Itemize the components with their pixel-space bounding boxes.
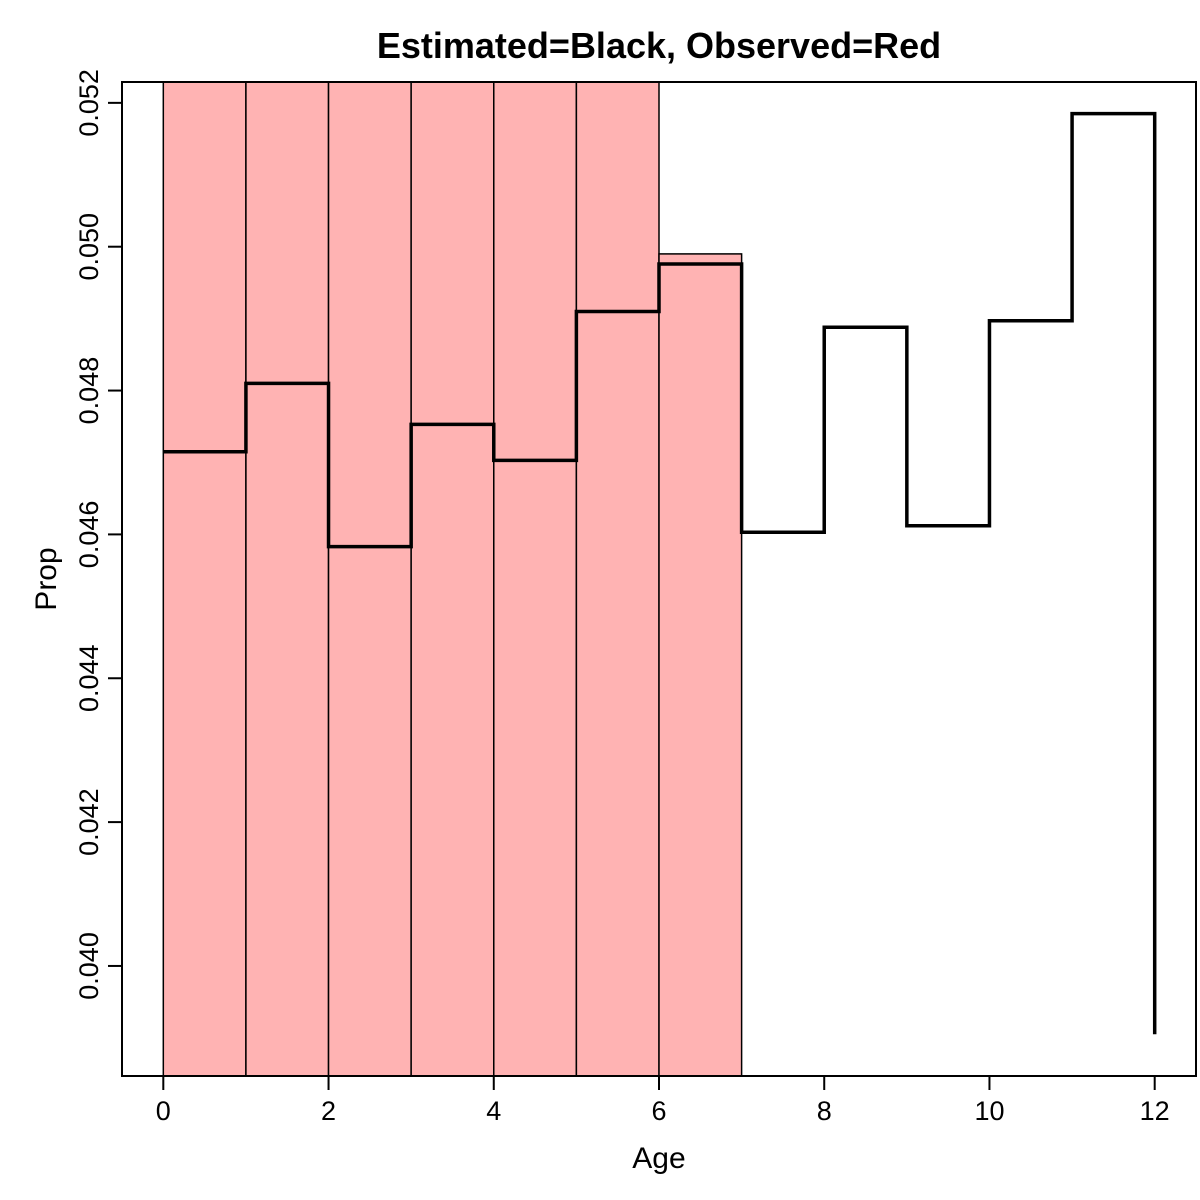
estimated-step-line — [163, 111, 1157, 1035]
x-tick-label: 8 — [817, 1096, 832, 1126]
x-tick-label: 4 — [486, 1096, 501, 1126]
x-tick-label: 6 — [651, 1096, 666, 1126]
x-tick-label: 2 — [321, 1096, 336, 1126]
observed-bar — [658, 253, 743, 1077]
observed-bar — [575, 81, 660, 1077]
y-tick-label: 0.040 — [74, 932, 104, 1000]
y-tick-label: 0.052 — [74, 69, 104, 137]
plot-area — [162, 81, 1157, 1077]
observed-bar — [410, 81, 495, 1077]
y-axis: 0.040 0.042 0.044 0.046 0.048 0.050 0.052 — [74, 69, 123, 1000]
x-axis-label: Age — [632, 1142, 685, 1175]
y-tick-label: 0.044 — [74, 644, 104, 712]
observed-bar — [327, 81, 412, 1077]
y-tick-label: 0.042 — [74, 788, 104, 856]
x-tick-label: 0 — [156, 1096, 171, 1126]
chart-title: Estimated=Black, Observed=Red — [377, 25, 941, 66]
y-tick-label: 0.050 — [74, 213, 104, 281]
y-tick-label: 0.048 — [74, 357, 104, 425]
observed-bar — [493, 81, 578, 1077]
x-tick-label: 12 — [1140, 1096, 1170, 1126]
observed-bar — [245, 81, 330, 1077]
observed-bar — [162, 81, 247, 1077]
y-axis-label: Prop — [30, 547, 63, 610]
y-tick-label: 0.046 — [74, 501, 104, 569]
x-axis: 0 2 4 6 8 10 12 — [156, 1075, 1170, 1126]
x-tick-label: 10 — [974, 1096, 1004, 1126]
